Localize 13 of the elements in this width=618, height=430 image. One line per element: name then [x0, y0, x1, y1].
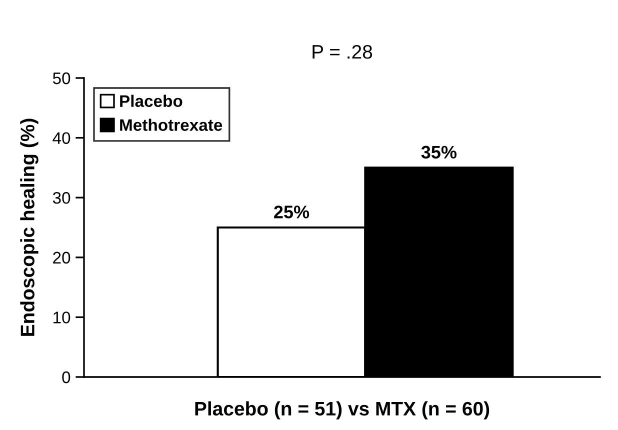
y-tick-label: 10: [54, 312, 70, 324]
data-label: 25%: [274, 206, 310, 218]
y-tick-label: 0: [62, 371, 70, 384]
legend-label: Placebo: [120, 94, 182, 107]
y-tick-label: 30: [52, 192, 70, 204]
y-axis-title: Endoscopic healing (%): [20, 118, 38, 336]
x-axis-title: Placebo (n = 51) vs MTX (n = 60): [195, 401, 490, 420]
y-tick-label: 50: [52, 72, 70, 84]
legend-label: Methotrexate: [120, 118, 222, 131]
y-tick-label: 20: [53, 252, 70, 264]
y-tick-label: 40: [52, 132, 70, 144]
chart-title: P = .28: [312, 44, 372, 59]
data-label: 35%: [421, 146, 457, 159]
